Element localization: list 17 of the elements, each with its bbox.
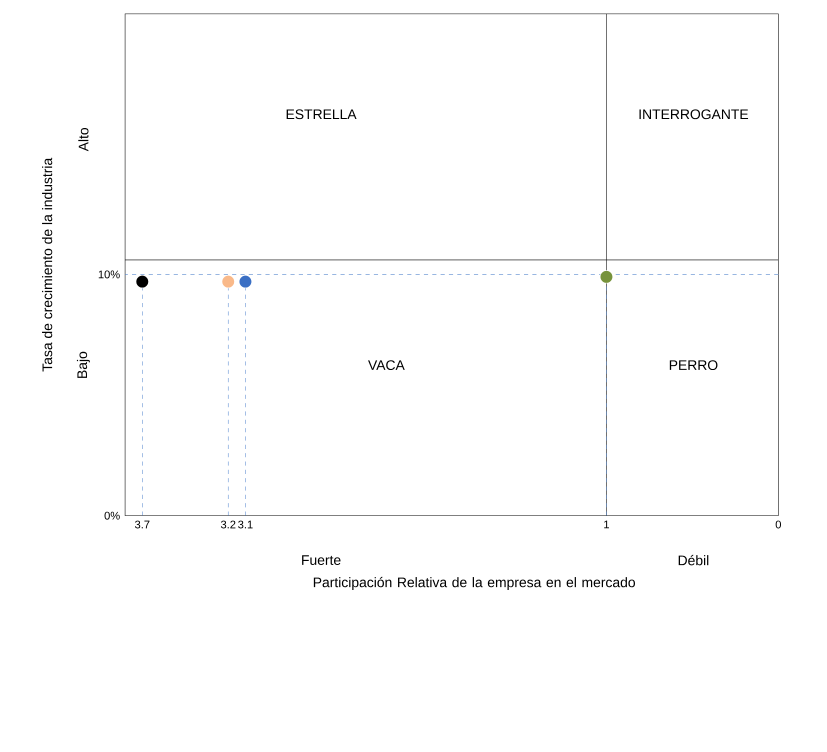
text: Alto bbox=[78, 128, 88, 152]
x-tick-label: 3.7 bbox=[134, 520, 150, 528]
annotation: PERRO bbox=[670, 360, 718, 370]
annotation: ESTRELLA bbox=[286, 109, 357, 120]
x-tick-label: 3.2 bbox=[220, 520, 236, 528]
y-tick-label: 10% bbox=[98, 270, 120, 278]
annotation: INTERROGANTE bbox=[639, 109, 748, 120]
text: Fuerte bbox=[302, 555, 341, 566]
x-tick-label: 3.1 bbox=[238, 520, 253, 528]
x-tick-label: 1 bbox=[604, 520, 609, 528]
x-axis-title: Participación Relativa de la empresa en el mercado bbox=[314, 576, 635, 590]
text: Bajo bbox=[76, 352, 90, 378]
x-tick-label: 0 bbox=[776, 520, 782, 528]
text: Débil bbox=[678, 554, 708, 566]
y-tick-label: 0% bbox=[104, 512, 120, 520]
y-axis-title: Tasa de crecimiento de la industria bbox=[42, 158, 52, 372]
annotation: VACA bbox=[368, 360, 405, 370]
